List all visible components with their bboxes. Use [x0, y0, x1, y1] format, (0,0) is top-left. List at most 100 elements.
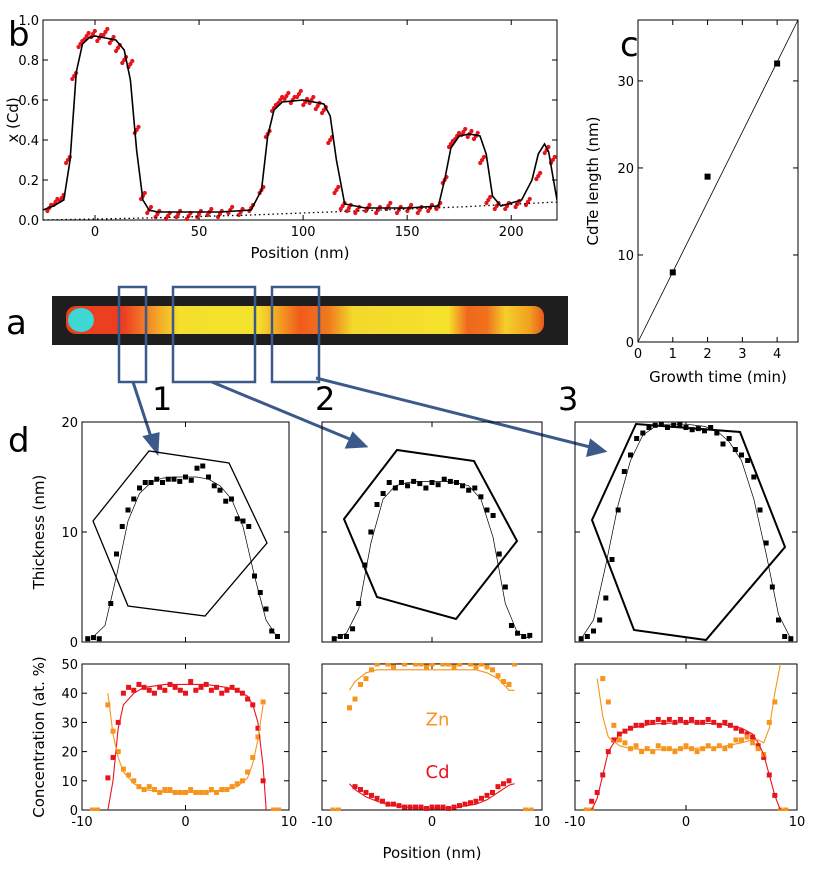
- data-point: [407, 804, 413, 810]
- data-point: [446, 663, 451, 667]
- y-tick-label: 40: [61, 687, 78, 702]
- data-point: [328, 137, 333, 143]
- series-thickness: [85, 463, 280, 642]
- data-point: [92, 28, 97, 34]
- data-point: [45, 208, 50, 214]
- data-point: [501, 679, 506, 685]
- data-point: [105, 775, 111, 781]
- data-point: [380, 663, 385, 664]
- x-tick-label: 150: [395, 225, 420, 240]
- data-point: [396, 663, 402, 664]
- chart-cdte-length: 0 1 2 3 4 0 10 20 30 Growth time (min) CdTe length…: [584, 19, 799, 386]
- data-point: [671, 422, 677, 428]
- y-tick-label: 0.4: [18, 134, 39, 149]
- data-point: [208, 687, 214, 693]
- series-zn: [330, 663, 534, 811]
- chart-thickness-2: [321, 421, 543, 643]
- data-point: [552, 154, 557, 160]
- data-point: [154, 476, 160, 482]
- chart-concentration-3: -10 0 10: [564, 663, 805, 830]
- data-point: [473, 664, 479, 670]
- series-fit: [580, 423, 792, 639]
- data-point: [269, 628, 275, 634]
- data-point: [766, 719, 772, 725]
- data-point: [750, 740, 756, 746]
- data-point: [650, 719, 656, 725]
- data-point: [172, 684, 178, 690]
- data-point: [211, 483, 217, 489]
- data-point: [468, 800, 473, 806]
- series-line: [596, 663, 781, 751]
- data-point: [515, 201, 520, 207]
- y-tick-label: 30: [617, 75, 634, 90]
- data-point: [496, 551, 502, 557]
- data-point: [165, 213, 170, 219]
- data-point: [429, 480, 435, 485]
- data-point: [763, 540, 769, 546]
- y-tick-label: 30: [61, 716, 78, 731]
- data-point: [239, 778, 245, 784]
- data-point: [230, 204, 235, 210]
- data-point: [160, 480, 165, 485]
- series-fit: [93, 476, 278, 638]
- series-measured-scatter-: [45, 26, 557, 221]
- data-point: [95, 38, 100, 44]
- annotation-cd: Cd: [426, 762, 450, 783]
- data-point: [59, 195, 64, 201]
- data-point: [167, 787, 173, 793]
- data-point: [716, 743, 722, 749]
- data-point: [183, 690, 188, 696]
- data-point: [652, 422, 658, 428]
- data-point: [65, 157, 71, 163]
- data-point: [386, 480, 392, 485]
- nanowire-tip: [68, 308, 94, 332]
- data-point: [162, 687, 168, 693]
- arrows: [131, 376, 608, 458]
- data-point: [424, 664, 429, 670]
- data-point: [633, 743, 639, 749]
- panel-label-b: b: [8, 15, 30, 55]
- data-point: [722, 719, 728, 725]
- data-point: [418, 663, 424, 667]
- data-point: [120, 690, 126, 696]
- data-point: [337, 634, 343, 639]
- x-tick-label: 0: [181, 815, 189, 830]
- data-point: [162, 787, 168, 793]
- series-line: [349, 783, 515, 809]
- data-point: [214, 684, 220, 690]
- data-point: [257, 590, 263, 595]
- data-point: [115, 719, 121, 725]
- data-point: [278, 97, 283, 103]
- data-point: [711, 746, 717, 752]
- data-point: [334, 187, 339, 193]
- data-point: [76, 44, 81, 50]
- data-point: [490, 513, 496, 518]
- data-point: [774, 60, 781, 67]
- data-point: [634, 436, 640, 441]
- series-data: [669, 60, 781, 276]
- data-point: [131, 778, 137, 784]
- series-line: [43, 201, 557, 221]
- series-baseline: [43, 201, 557, 221]
- data-point: [448, 141, 453, 147]
- data-point: [603, 595, 609, 601]
- data-point: [506, 778, 512, 784]
- plot-frame: [42, 19, 558, 221]
- data-point: [744, 734, 750, 740]
- data-point: [600, 676, 606, 682]
- data-point: [263, 606, 269, 612]
- data-point: [111, 34, 116, 40]
- nanowire-body: [66, 306, 544, 334]
- panel-label-d: d: [8, 421, 30, 461]
- y-tick-label: 0: [70, 804, 78, 819]
- data-point: [107, 40, 112, 46]
- y-tick-label: 0: [626, 336, 634, 351]
- data-point: [492, 206, 497, 212]
- data-point: [661, 746, 667, 752]
- data-point: [463, 126, 468, 132]
- data-point: [527, 632, 533, 638]
- data-point: [229, 784, 235, 790]
- data-point: [611, 722, 617, 728]
- data-point: [402, 663, 407, 667]
- y-tick-label: 1.0: [18, 14, 39, 29]
